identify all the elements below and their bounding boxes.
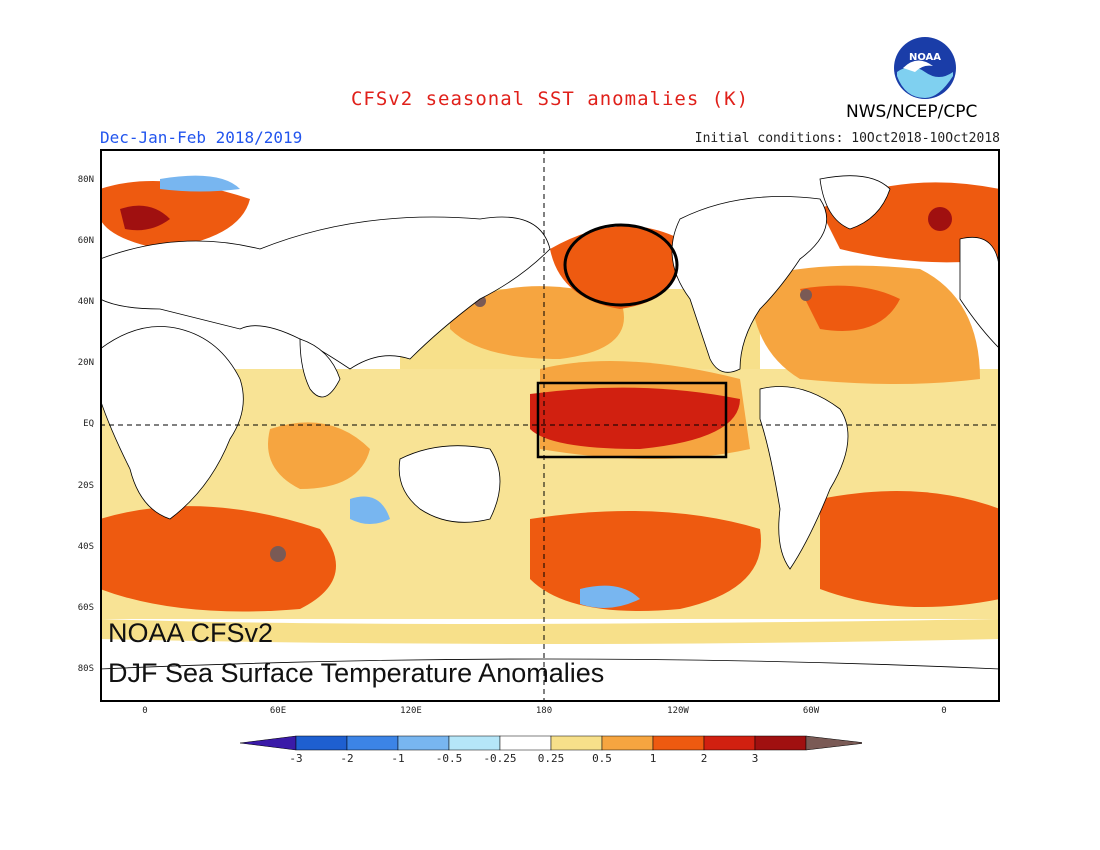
colorbar-segment [601,735,654,751]
colorbar-label: 0.25 [537,752,565,765]
lat-tick: 40N [77,297,94,307]
lon-tick: 60W [802,706,820,716]
colorbar-label: -2 [340,752,354,765]
nino-region-box [536,381,728,459]
colorbar-label: 2 [700,752,708,765]
map-title: CFSv2 seasonal SST anomalies (K) [350,88,750,110]
lon-tick: 0 [142,706,148,716]
noaa-logo-text: NOAA [909,52,941,63]
colorbar-label: -0.25 [483,752,517,765]
lat-tick: 80S [77,664,94,674]
colorbar [240,735,862,751]
lat-tick: 20S [77,481,94,491]
colorbar-segment [652,735,705,751]
colorbar-label: -0.5 [435,752,463,765]
overlay-title-line2: DJF Sea Surface Temperature Anomalies [108,658,605,688]
colorbar-label: -1 [391,752,405,765]
lon-tick: 0 [941,706,947,716]
agency-label: NWS/NCEP/CPC [846,102,978,122]
colorbar-max-arrow [805,735,862,751]
initial-conditions-label: Initial conditions: 10Oct2018-10Oct2018 [694,131,1000,146]
colorbar-label: -3 [289,752,303,765]
map-border [100,149,1000,702]
lon-tick: 120E [400,706,422,716]
colorbar-label: 0.5 [592,752,612,765]
lat-tick: 80N [77,175,94,185]
lon-tick: 180 [535,706,553,716]
lon-tick: 120W [667,706,689,716]
colorbar-segment [397,735,450,751]
colorbar-segment [295,735,348,751]
colorbar-label: 1 [649,752,657,765]
gulf-of-alaska-circle [563,223,679,307]
colorbar-segment [550,735,603,751]
colorbar-segment [754,735,807,751]
lon-tick: 60E [269,706,287,716]
overlay-title-line1: NOAA CFSv2 [108,618,274,648]
colorbar-label: 3 [751,752,759,765]
land-masses [100,175,1000,702]
colorbar-segment [448,735,501,751]
lat-tick: 40S [77,542,94,552]
lat-tick: 20N [77,358,94,368]
colorbar-segment [346,735,399,751]
lat-tick: 60S [77,603,94,613]
anomaly-field [100,175,1000,702]
colorbar-segment [703,735,756,751]
sst-anomaly-map [100,149,1000,702]
season-label: Dec-Jan-Feb 2018/2019 [100,128,303,147]
lat-tick: EQ [83,419,94,429]
colorbar-min-arrow [240,735,297,751]
lat-tick: 60N [77,236,94,246]
noaa-logo: NOAA [894,37,956,99]
colorbar-segment [499,735,552,751]
